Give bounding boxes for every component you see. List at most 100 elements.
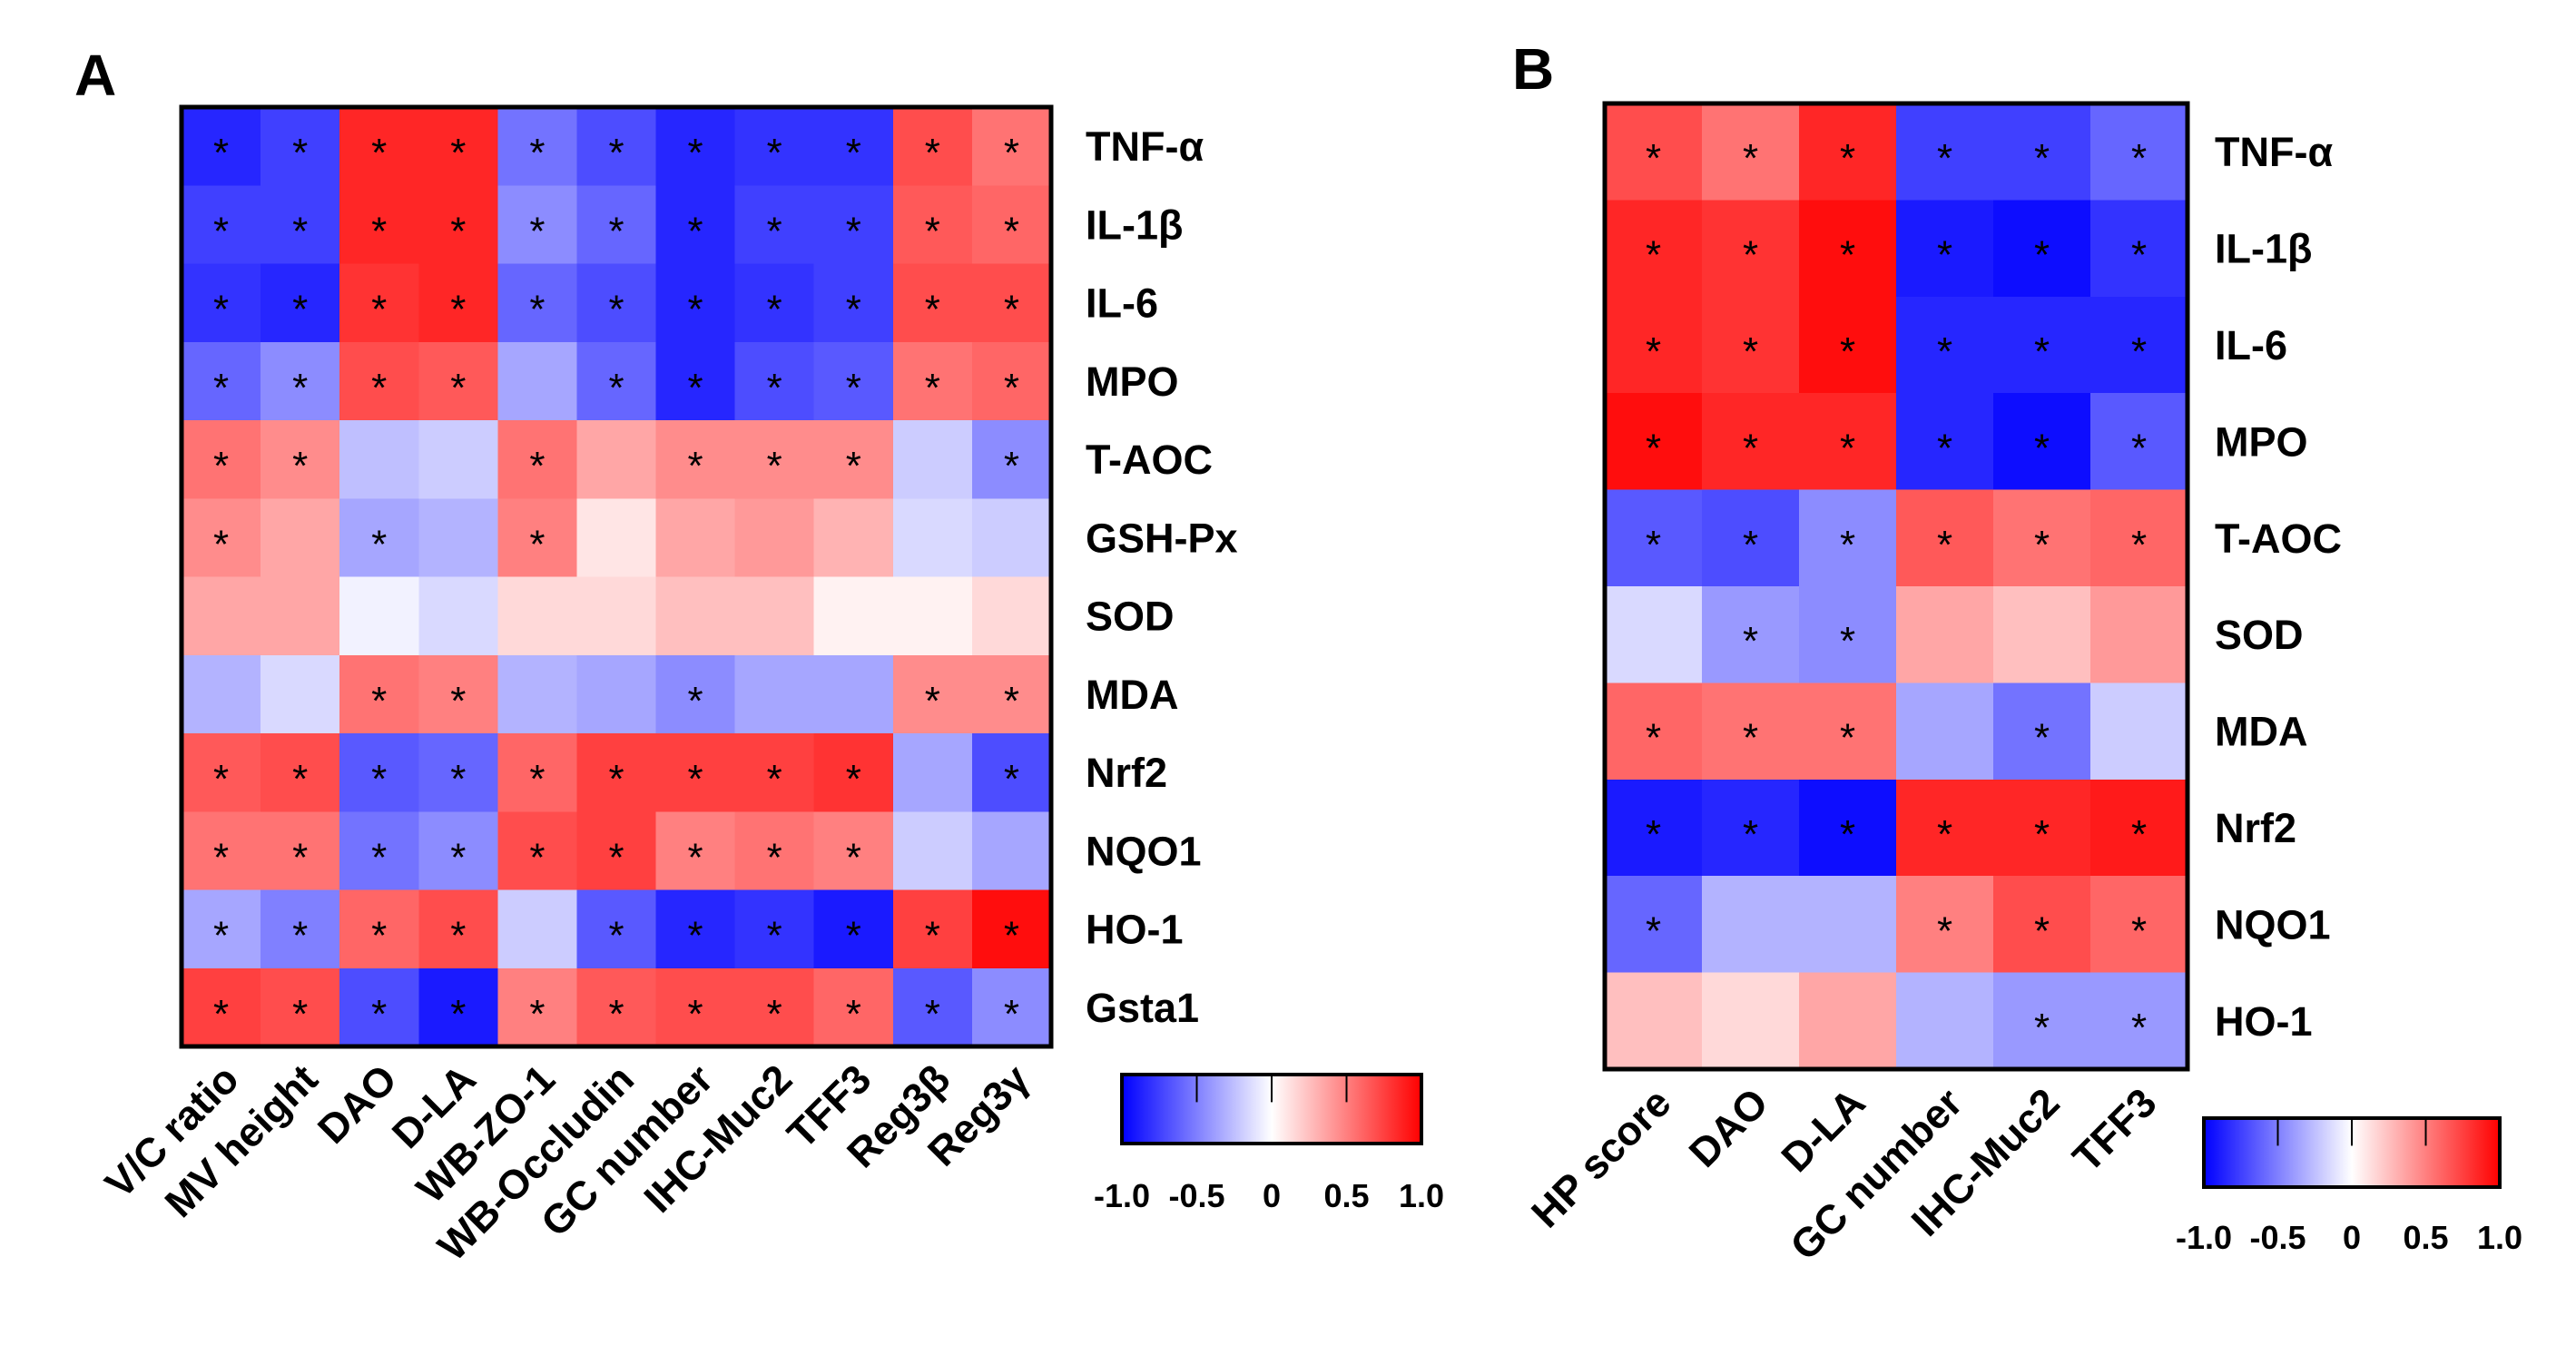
heatmap-cell-a-nrf2-v-c-ratio <box>182 733 261 812</box>
heatmap-cell-a-sod-wb-occludin <box>576 576 657 656</box>
significance-marker: * <box>529 444 545 488</box>
heatmap-cell-a-mda-v-c-ratio <box>182 654 261 734</box>
row-label-a-t-aoc: T-AOC <box>1086 437 1213 483</box>
heatmap-cell-a-il-6-tff3 <box>813 263 894 343</box>
heatmap-cell-a-t-aoc-dao <box>339 420 419 499</box>
significance-marker: * <box>371 288 387 332</box>
row-label-b-mda: MDA <box>2215 709 2307 755</box>
significance-marker: * <box>846 914 861 958</box>
heatmap-cell-a-nqo1-reg3 <box>892 811 973 891</box>
heatmap-cell-a-mpo-dao <box>339 341 419 421</box>
heatmap-cell-b-mpo-tff3 <box>2090 393 2188 491</box>
row-label-a-nqo1: NQO1 <box>1086 828 1202 874</box>
heatmap-cell-b-ho-1-tff3 <box>2090 972 2188 1070</box>
significance-marker: * <box>608 288 624 332</box>
row-label-a-sod: SOD <box>1086 594 1175 640</box>
significance-marker: * <box>371 914 387 958</box>
panel-letter-a: A <box>74 43 116 108</box>
significance-marker: * <box>846 757 861 801</box>
significance-marker: * <box>1840 136 1855 181</box>
significance-marker: * <box>450 209 466 253</box>
heatmap-cell-a-il-1-tff3 <box>813 185 894 265</box>
significance-marker: * <box>371 757 387 801</box>
significance-marker: * <box>925 209 940 253</box>
heatmap-cell-b-tnf-ihc-muc2 <box>1993 103 2091 201</box>
heatmap-cell-a-gsh-px-wb-zo-1 <box>497 498 578 578</box>
significance-marker: * <box>450 131 466 175</box>
heatmap-cell-b-il-6-ihc-muc2 <box>1993 296 2091 394</box>
significance-marker: * <box>925 914 940 958</box>
heatmap-cell-b-t-aoc-d-la <box>1799 489 1897 587</box>
heatmap-cell-b-nrf2-d-la <box>1799 779 1897 877</box>
significance-marker: * <box>371 209 387 253</box>
heatmap-cell-a-t-aoc-ihc-muc2 <box>734 420 815 499</box>
heatmap-cell-a-tnf-wb-zo-1 <box>497 107 578 186</box>
significance-marker: * <box>292 835 308 879</box>
significance-marker: * <box>688 679 703 723</box>
heatmap-cell-a-nqo1-tff3 <box>813 811 894 891</box>
significance-marker: * <box>2034 136 2050 181</box>
heatmap-cell-a-gsta1-wb-occludin <box>576 967 657 1047</box>
heatmap-cell-a-nqo1-wb-occludin <box>576 811 657 891</box>
significance-marker: * <box>213 366 229 410</box>
heatmap-cell-b-t-aoc-gc-number <box>1896 489 1994 587</box>
heatmap-cell-a-t-aoc-d-la <box>418 420 498 499</box>
significance-marker: * <box>1743 426 1758 470</box>
heatmap-cell-a-il-6-wb-occludin <box>576 263 657 343</box>
heatmap-cell-a-mpo-reg3 <box>892 341 973 421</box>
heatmap-cell-a-mda-gc-number <box>655 654 736 734</box>
heatmap-cell-a-nrf2-reg3 <box>892 733 973 812</box>
heatmap-cell-b-t-aoc-tff3 <box>2090 489 2188 587</box>
heatmap-cell-a-sod-wb-zo-1 <box>497 576 578 656</box>
significance-marker: * <box>2131 329 2147 374</box>
heatmap-cell-b-mda-dao <box>1702 682 1800 781</box>
heatmap-cell-a-mda-tff3 <box>813 654 894 734</box>
heatmap-cell-b-mda-tff3 <box>2090 682 2188 781</box>
heatmap-cell-a-mpo-ihc-muc2 <box>734 341 815 421</box>
significance-marker: * <box>1646 812 1661 857</box>
column-label-a-dao: DAO <box>309 1056 406 1153</box>
heatmap-cell-a-mda-reg3 <box>892 654 973 734</box>
significance-marker: * <box>529 522 545 566</box>
heatmap-cell-a-nrf2-reg3 <box>971 733 1052 812</box>
heatmap-cell-b-mpo-d-la <box>1799 393 1897 491</box>
significance-marker: * <box>925 679 940 723</box>
row-label-a-gsta1: Gsta1 <box>1086 985 1199 1031</box>
significance-marker: * <box>2034 1006 2050 1050</box>
heatmap-cell-a-nrf2-d-la <box>418 733 498 812</box>
significance-marker: * <box>450 992 466 1036</box>
heatmap-cell-a-tnf-reg3 <box>892 107 973 186</box>
heatmap-cell-a-gsh-px-mv-height <box>261 498 340 578</box>
heatmap-cell-b-nqo1-d-la <box>1799 876 1897 974</box>
heatmap-cell-b-nqo1-tff3 <box>2090 876 2188 974</box>
significance-marker: * <box>1937 812 1952 857</box>
significance-marker: * <box>767 288 782 332</box>
heatmap-cell-a-mpo-tff3 <box>813 341 894 421</box>
heatmap-cell-b-il-6-d-la <box>1799 296 1897 394</box>
significance-marker: * <box>1743 233 1758 278</box>
heatmap-cell-a-tnf-ihc-muc2 <box>734 107 815 186</box>
heatmap-cell-a-gsta1-v-c-ratio <box>182 967 261 1047</box>
heatmap-cell-a-nrf2-wb-occludin <box>576 733 657 812</box>
significance-marker: * <box>925 366 940 410</box>
heatmap-cell-a-tnf-tff3 <box>813 107 894 186</box>
significance-marker: * <box>213 835 229 879</box>
heatmap-cell-a-gsh-px-v-c-ratio <box>182 498 261 578</box>
heatmap-cell-a-il-6-dao <box>339 263 419 343</box>
heatmap-cell-a-mpo-wb-occludin <box>576 341 657 421</box>
significance-marker: * <box>213 131 229 175</box>
heatmap-cell-a-il-1-reg3 <box>971 185 1052 265</box>
heatmap-cell-a-mpo-wb-zo-1 <box>497 341 578 421</box>
heatmap-cell-a-gsta1-gc-number <box>655 967 736 1047</box>
heatmap-cell-a-nqo1-ihc-muc2 <box>734 811 815 891</box>
heatmap-cell-a-gsta1-d-la <box>418 967 498 1047</box>
heatmap-cell-a-gsh-px-reg3 <box>892 498 973 578</box>
significance-marker: * <box>529 835 545 879</box>
panel-b-heatmap: B * * * * * * * * * * * * * * * * * * * * * * * * * * * * * * * * * * * * * * *… <box>1512 36 2522 1269</box>
significance-marker: * <box>767 209 782 253</box>
significance-marker: * <box>371 679 387 723</box>
significance-marker: * <box>450 757 466 801</box>
heatmap-cell-a-il-1-mv-height <box>261 185 340 265</box>
heatmap-cell-a-t-aoc-reg3 <box>892 420 973 499</box>
